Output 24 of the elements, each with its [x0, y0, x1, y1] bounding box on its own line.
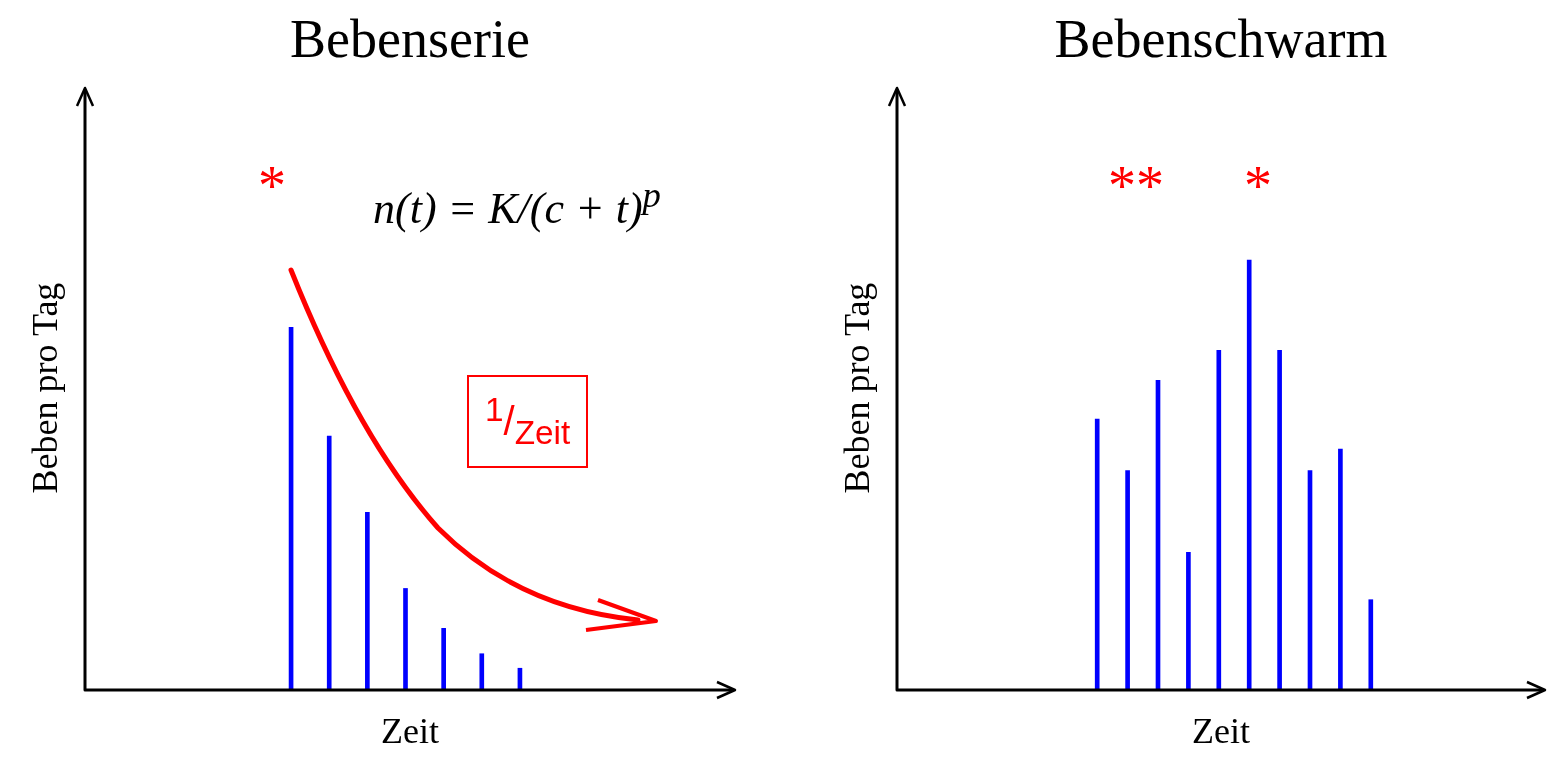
annotation: $^{1}$/$_{Zeit}$ — [467, 375, 589, 469]
bar — [441, 628, 446, 690]
text: * — [1244, 155, 1272, 217]
bar — [403, 588, 408, 690]
chart-title: Bebenschwarm — [1053, 9, 1389, 70]
text: ** — [1108, 155, 1164, 217]
text: * — [258, 155, 286, 217]
bar — [1277, 349, 1282, 690]
bar — [1368, 599, 1374, 690]
x-axis-title: Zeit — [380, 710, 440, 752]
bar — [1338, 448, 1343, 690]
y-axis-title: Beben pro Tag — [836, 281, 878, 496]
bar — [1094, 418, 1100, 690]
bar — [365, 511, 370, 690]
chart-title: Bebenserie — [289, 9, 531, 70]
x-axis-title: Zeit — [1191, 710, 1251, 752]
bar — [479, 653, 485, 690]
bar — [1186, 552, 1191, 690]
bar — [1125, 470, 1130, 690]
y-axis-title: Beben pro Tag — [24, 281, 66, 496]
text: n(t) = K/(c + t)$^{p}$ — [373, 173, 661, 234]
bar — [326, 435, 332, 690]
bar — [1216, 349, 1222, 690]
bar — [1246, 259, 1252, 690]
